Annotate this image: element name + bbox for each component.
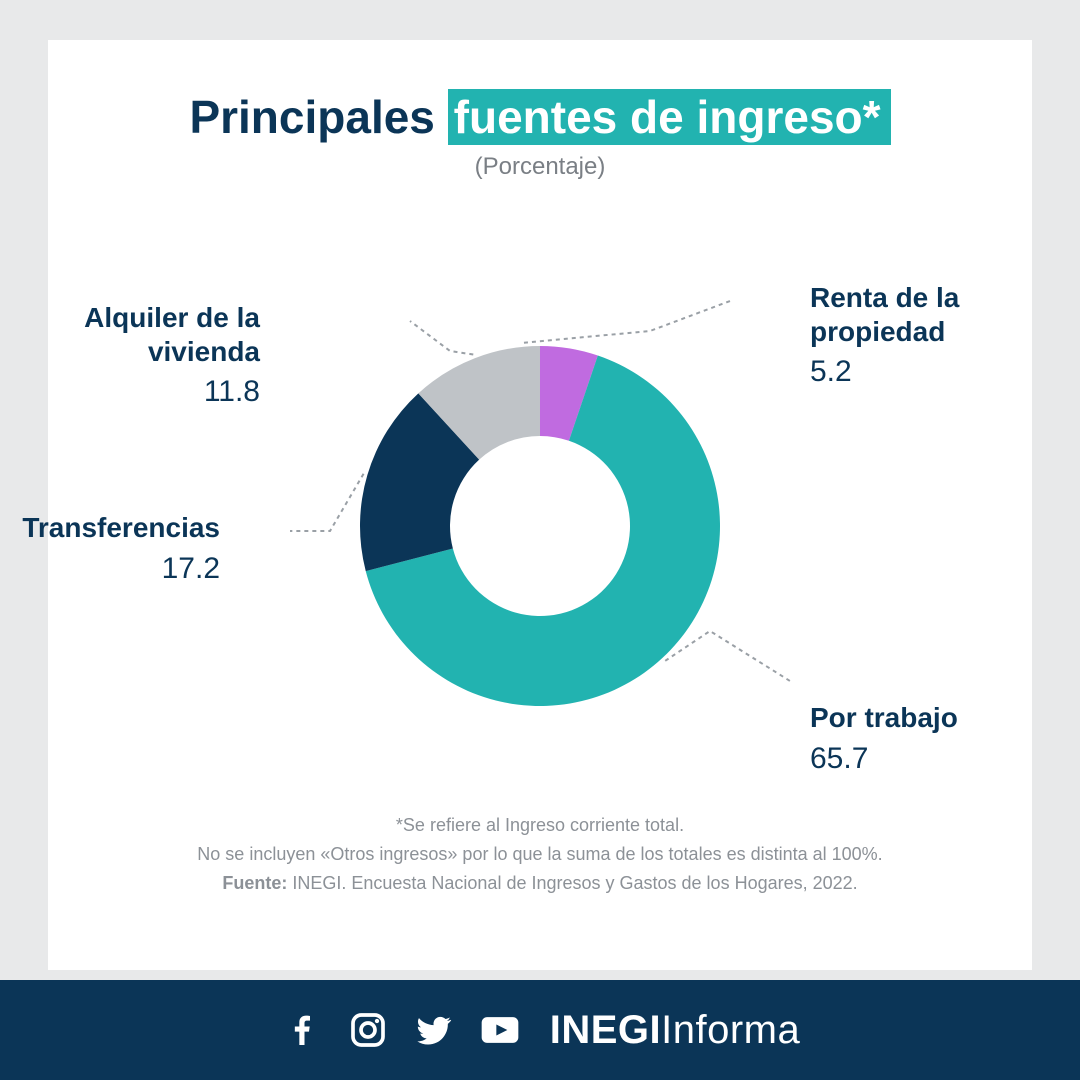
source-label: Fuente: <box>222 873 287 893</box>
brand-bold: INEGI <box>550 1008 661 1052</box>
footnote-source: Fuente: INEGI. Encuesta Nacional de Ingr… <box>88 869 992 898</box>
title-plain: Principales <box>189 91 434 143</box>
source-text: INEGI. Encuesta Nacional de Ingresos y G… <box>287 873 857 893</box>
footer-brand: INEGIInforma <box>550 1008 801 1053</box>
title-block: Principales fuentes de ingreso* (Porcent… <box>88 90 992 181</box>
footer-bar: INEGIInforma <box>0 980 1080 1080</box>
title-highlight: fuentes de ingreso* <box>448 89 891 145</box>
twitter-icon[interactable] <box>412 1008 456 1052</box>
leader-renta <box>524 301 730 343</box>
leader-alquiler <box>410 321 473 355</box>
brand-light: Informa <box>661 1008 800 1052</box>
page-title: Principales fuentes de ingreso* <box>189 90 890 145</box>
label-por_trabajo: Por trabajo65.7 <box>810 701 1030 777</box>
leader-transferencias <box>290 474 364 531</box>
leader-por_trabajo <box>665 631 790 681</box>
infographic-card: Principales fuentes de ingreso* (Porcent… <box>48 40 1032 970</box>
label-renta: Renta de lapropiedad5.2 <box>810 281 1030 390</box>
subtitle: (Porcentaje) <box>88 153 992 181</box>
footnotes: *Se refiere al Ingreso corriente total. … <box>88 811 992 897</box>
facebook-icon[interactable] <box>280 1008 324 1052</box>
donut-chart: Renta de lapropiedad5.2Por trabajo65.7Tr… <box>88 211 992 801</box>
label-alquiler: Alquiler de lavivienda11.8 <box>40 301 260 410</box>
footnote-line2: No se incluyen «Otros ingresos» por lo q… <box>88 840 992 869</box>
youtube-icon[interactable] <box>478 1008 522 1052</box>
footnote-line1: *Se refiere al Ingreso corriente total. <box>88 811 992 840</box>
instagram-icon[interactable] <box>346 1008 390 1052</box>
label-transferencias: Transferencias17.2 <box>0 511 220 587</box>
